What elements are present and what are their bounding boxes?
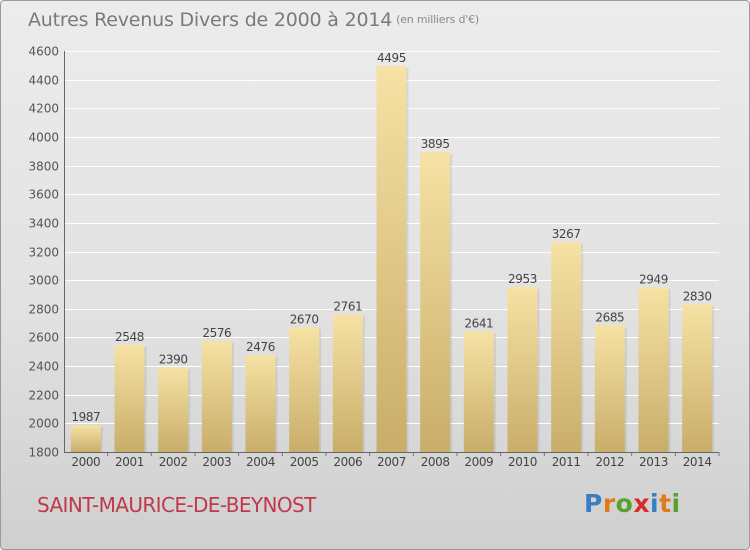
y-tick-label: 2800 — [28, 303, 59, 317]
logo-letter: i — [650, 489, 660, 518]
y-tick-label: 3800 — [28, 160, 59, 174]
bar — [245, 355, 276, 452]
bar — [463, 331, 494, 452]
data-label: 2576 — [202, 326, 231, 340]
bar-shadow — [712, 306, 715, 452]
y-tick-label: 2400 — [28, 360, 59, 374]
bar — [507, 286, 538, 452]
x-tick-label: 2012 — [595, 455, 624, 469]
x-tick-label: 2006 — [333, 455, 362, 469]
bar-shadow — [319, 329, 322, 452]
x-tick-label: 2008 — [421, 455, 450, 469]
data-label: 2830 — [683, 289, 712, 303]
bar — [332, 314, 363, 452]
chart-title-text: Autres Revenus Divers de 2000 à 2014 — [28, 9, 393, 31]
labels: 1800 2000 2200 2400 2600 2800 3000 3200 3400 3600… — [28, 45, 712, 470]
logo-letter: o — [615, 489, 634, 518]
x-tick-label: 2000 — [71, 455, 100, 469]
data-label: 2641 — [464, 317, 493, 331]
logo-letter: i — [671, 489, 681, 518]
chart-title: Autres Revenus Divers de 2000 à 2014 (en … — [28, 9, 479, 31]
data-label: 2761 — [333, 299, 362, 313]
bar — [201, 340, 232, 452]
bar-shadow — [188, 369, 191, 452]
y-tick-label: 2200 — [28, 389, 59, 403]
bar-shadow — [537, 288, 540, 452]
data-label: 2476 — [246, 340, 275, 354]
y-tick-label: 3200 — [28, 246, 59, 260]
y-tick-label: 4400 — [28, 74, 59, 88]
x-tick-label: 2007 — [377, 455, 406, 469]
x-tick-label: 2011 — [552, 455, 581, 469]
x-tick-label: 2005 — [290, 455, 319, 469]
bar-chart: 1800 2000 2200 2400 2600 2800 3000 3200 3400 3600… — [28, 45, 720, 470]
x-tick-label: 2010 — [508, 455, 537, 469]
y-tick-label: 4200 — [28, 102, 59, 116]
bar-shadow — [624, 327, 627, 452]
data-label: 3895 — [421, 137, 450, 151]
bar-shadow — [581, 243, 584, 452]
bar — [114, 344, 145, 452]
y-tick-label: 4000 — [28, 131, 59, 145]
y-tick-label: 2600 — [28, 331, 59, 345]
bar — [638, 287, 669, 452]
bar-shadow — [406, 68, 409, 452]
logo-letter: t — [659, 489, 672, 518]
y-tick-label: 3400 — [28, 217, 59, 231]
y-tick-label: 3000 — [28, 274, 59, 288]
logo-letter: P — [584, 489, 603, 518]
bar — [682, 304, 713, 452]
x-tick-label: 2013 — [639, 455, 668, 469]
bar — [594, 325, 625, 452]
data-label: 2685 — [595, 310, 624, 324]
x-tick-label: 2002 — [159, 455, 188, 469]
data-label: 2390 — [159, 353, 188, 367]
bar-shadow — [450, 153, 453, 452]
data-label: 4495 — [377, 51, 406, 65]
bar-shadow — [493, 333, 496, 452]
logo-letter: x — [633, 489, 650, 518]
bar — [158, 367, 189, 452]
logo-letter: r — [602, 489, 616, 518]
proxiti-logo: Proxiti — [584, 489, 681, 518]
y-tick-label: 4600 — [28, 45, 59, 59]
x-tick-label: 2003 — [202, 455, 231, 469]
bar-shadow — [144, 346, 147, 452]
bar — [289, 327, 320, 452]
bar-shadow — [362, 316, 365, 452]
bar — [70, 425, 101, 452]
bar-shadow — [668, 289, 671, 452]
y-tick-label: 1800 — [28, 446, 59, 460]
bar-shadow — [100, 427, 103, 452]
data-label: 3267 — [552, 227, 581, 241]
axes — [64, 51, 720, 456]
y-tick-label: 3600 — [28, 188, 59, 202]
bar-shadow — [275, 357, 278, 452]
bar — [551, 241, 582, 452]
data-label: 1987 — [71, 410, 100, 424]
data-label: 2953 — [508, 272, 537, 286]
chart-subtitle: (en milliers d'€) — [396, 13, 480, 26]
data-label: 2670 — [290, 312, 319, 326]
x-tick-label: 2014 — [683, 455, 712, 469]
x-tick-label: 2004 — [246, 455, 275, 469]
data-label: 2949 — [639, 272, 668, 286]
y-tick-label: 2000 — [28, 417, 59, 431]
x-tick-label: 2009 — [464, 455, 493, 469]
bars — [70, 66, 715, 452]
bar — [376, 66, 407, 452]
commune-name: SAINT-MAURICE-DE-BEYNOST — [37, 493, 316, 517]
bar-shadow — [231, 342, 234, 452]
x-tick-label: 2001 — [115, 455, 144, 469]
bar — [420, 151, 451, 452]
data-label: 2548 — [115, 330, 144, 344]
